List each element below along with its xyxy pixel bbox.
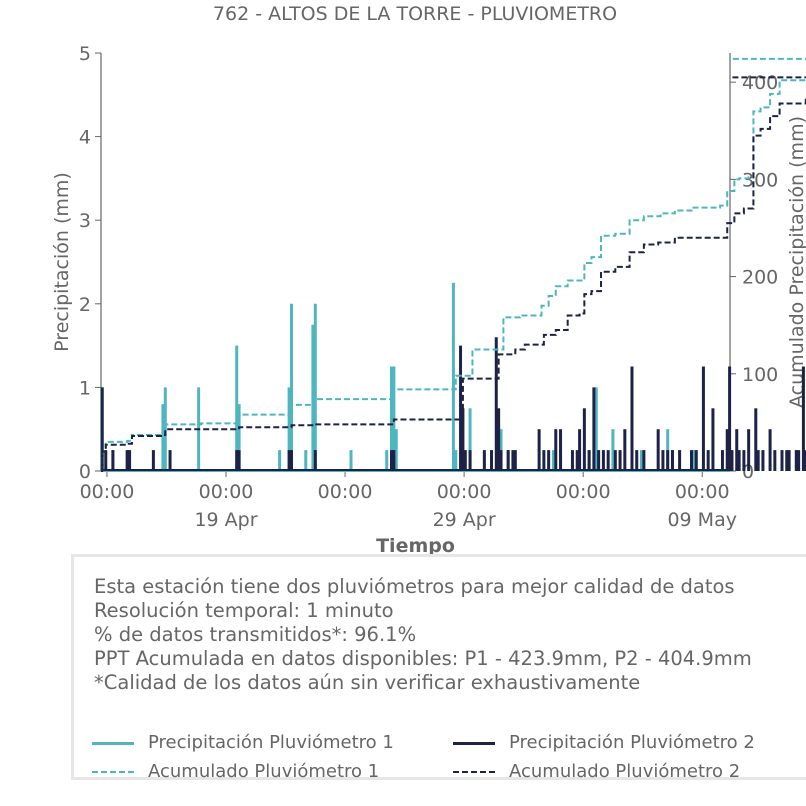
y-tick-label-right: 100 (742, 364, 778, 386)
legend-label: Acumulado Pluviómetro 1 (148, 761, 380, 782)
legend-swatch (453, 742, 495, 745)
x-tick-sublabel: 19 Apr (194, 509, 257, 531)
y-tick-label-right: 200 (742, 267, 778, 289)
x-tick-label: 00:00 (80, 481, 135, 503)
info-line: Esta estación tiene dos pluviómetros par… (94, 575, 735, 598)
x-tick-sublabel: 09 May (667, 509, 737, 531)
legend-label: Precipitación Pluviómetro 2 (509, 732, 755, 753)
legend-swatch (453, 771, 495, 773)
info-line: % de datos transmitidos*: 96.1% (94, 623, 417, 646)
cumulative-line-p2 (101, 76, 806, 472)
y-tick-label-left: 5 (79, 43, 91, 65)
x-tick-sublabel: 29 Apr (433, 509, 496, 531)
chart-title: 762 - ALTOS DE LA TORRE - PLUVIOMETRO (212, 3, 618, 25)
x-tick-label: 00:00 (675, 481, 730, 503)
y-tick-label-left: 2 (79, 294, 91, 316)
x-tick-label: 00:00 (556, 481, 611, 503)
cumulative-line-p1 (101, 57, 806, 472)
y-tick-label-left: 4 (79, 127, 91, 149)
y-axis-label-right: Acumulado Precipitación (mm) (786, 116, 806, 408)
x-tick-label: 00:00 (199, 481, 254, 503)
legend-label: Acumulado Pluviómetro 2 (509, 761, 741, 782)
y-tick-label-right: 400 (742, 72, 778, 94)
y-tick-label-right: 300 (742, 169, 778, 191)
info-lines: Esta estación tiene dos pluviómetros par… (94, 575, 752, 695)
legend-swatch (92, 771, 134, 773)
info-line: PPT Acumulada en datos disponibles: P1 -… (94, 647, 752, 670)
info-line: *Calidad de los datos aún sin verificar … (94, 671, 641, 694)
y-tick-label-left: 1 (79, 377, 91, 399)
legend-swatch (92, 742, 134, 745)
legend-label: Precipitación Pluviómetro 1 (148, 732, 394, 753)
x-tick-label: 00:00 (318, 481, 373, 503)
y-tick-label-left: 0 (79, 461, 91, 483)
x-axis-label: Tiempo (376, 535, 455, 557)
y-axis-label-left: Precipitación (mm) (51, 172, 73, 352)
info-line: Resolución temporal: 1 minuto (94, 599, 394, 622)
info-box: Esta estación tiene dos pluviómetros par… (71, 554, 806, 782)
y-tick-label-left: 3 (79, 210, 91, 232)
x-tick-label: 00:00 (437, 481, 492, 503)
